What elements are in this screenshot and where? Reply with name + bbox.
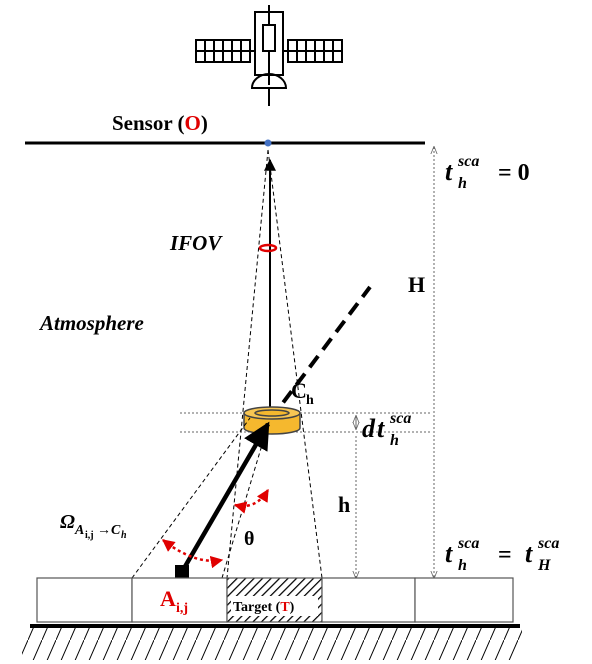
omega-subsub2: h [121, 530, 127, 541]
bottom-sup2: sca [537, 535, 559, 552]
bottom-t: t [445, 539, 453, 568]
target-letter: T [280, 600, 290, 615]
ground-hatch [22, 628, 522, 660]
omega-arrow: → [97, 523, 111, 538]
theta-label: θ [244, 528, 254, 550]
sensor-text: Sensor ( [112, 111, 185, 135]
target-close: ) [290, 600, 295, 615]
dt-sup: sca [389, 410, 411, 427]
theta-arc [233, 488, 270, 514]
target-label: Target (T) [233, 600, 295, 615]
bottom-sub: h [458, 557, 467, 574]
point-a [175, 565, 189, 579]
dt-prefix: d [362, 414, 376, 443]
top-sub: h [458, 175, 467, 192]
omega-subsub: i,j [85, 530, 94, 541]
c-base: C [291, 378, 307, 403]
sensor-close: ) [201, 111, 208, 135]
bottom-t2: t [525, 539, 533, 568]
sensor-letter: O [185, 111, 201, 135]
ifov-ellipse [258, 243, 278, 253]
path-line [181, 421, 270, 572]
dt-sub: h [390, 432, 399, 449]
omega-base: Ω [60, 511, 75, 533]
H-label: H [408, 272, 425, 297]
omega-sub2: C [111, 523, 121, 538]
ifov-cone [226, 149, 323, 579]
dt-t: t [377, 414, 385, 443]
satellite [195, 5, 343, 106]
target-box [231, 596, 318, 616]
bottom-sup: sca [457, 535, 479, 552]
omega-sub: A [74, 523, 84, 538]
atmosphere-label: Atmosphere [38, 311, 144, 335]
bottom-eq: = [498, 542, 512, 568]
sensor-label: Sensor (O) [112, 111, 208, 135]
top-sup: sca [457, 153, 479, 170]
omega-arc [162, 539, 224, 569]
scatter-direction [268, 285, 372, 422]
c-sub: h [306, 393, 314, 408]
sensor-point [264, 139, 272, 147]
target-text: Target ( [233, 600, 281, 615]
top-rest: = 0 [498, 160, 530, 186]
ifov-label: IFOV [169, 231, 223, 255]
h-label: h [338, 492, 350, 517]
solid-angle-lines [131, 417, 269, 579]
a-base: A [160, 586, 176, 611]
top-t: t [445, 157, 453, 186]
a-sub: i,j [176, 601, 188, 616]
bottom-sub2: H [537, 557, 551, 574]
layer-cylinder [243, 406, 301, 435]
